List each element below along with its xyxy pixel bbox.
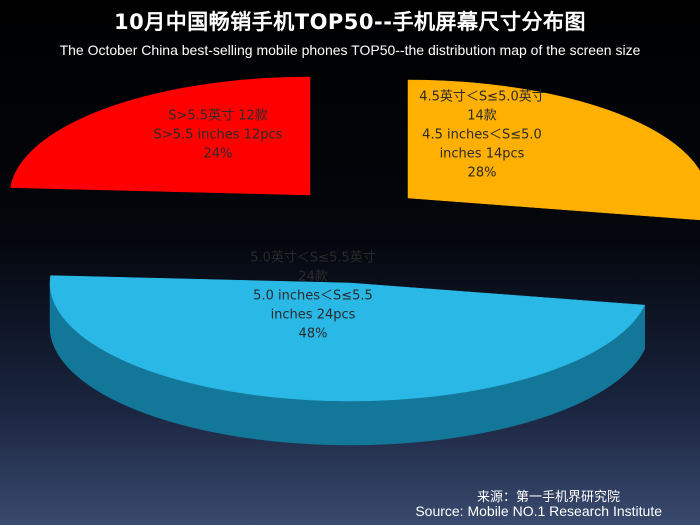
- chart-title: 10月中国畅销手机TOP50--手机屏幕尺寸分布图: [114, 10, 586, 34]
- source-cn: 来源：第一手机界研究院: [476, 490, 620, 505]
- source-en: Source: Mobile NO.1 Research Institute: [415, 503, 662, 519]
- pie-slice-label: 24款: [298, 270, 328, 285]
- pie-slice: [49, 275, 646, 402]
- pie-slice-label: S>5.5英寸 12款: [168, 109, 268, 124]
- pie-slice: [407, 79, 700, 221]
- pie-label-layer: 4.5英寸＜S≤5.0英寸 14款 4.5 inches＜S≤5.0 inches 1…: [154, 90, 545, 342]
- pie-slice-label: 5.0英寸＜S≤5.5英寸: [250, 251, 376, 266]
- pie-slice-label: inches 24pcs: [271, 308, 356, 323]
- pie-slice-label: 4.5 inches＜S≤5.0: [422, 128, 542, 143]
- pie-slice: [10, 76, 311, 196]
- pie-slice-label: S>5.5 inches 12pcs: [154, 128, 283, 143]
- pie-slice-label: inches 14pcs: [440, 147, 525, 162]
- pie-slice-label: 4.5英寸＜S≤5.0英寸: [419, 90, 545, 105]
- pie-slice-label: 5.0 inches＜S≤5.5: [253, 289, 373, 304]
- pie-slice-label: 28%: [468, 166, 497, 181]
- pie-slice-label: 48%: [299, 327, 328, 342]
- chart-subtitle: The October China best-selling mobile ph…: [59, 42, 641, 58]
- pie-slice-label: 24%: [204, 147, 233, 162]
- pie-top-layer: [10, 76, 700, 402]
- pie-slice-label: 14款: [467, 109, 497, 124]
